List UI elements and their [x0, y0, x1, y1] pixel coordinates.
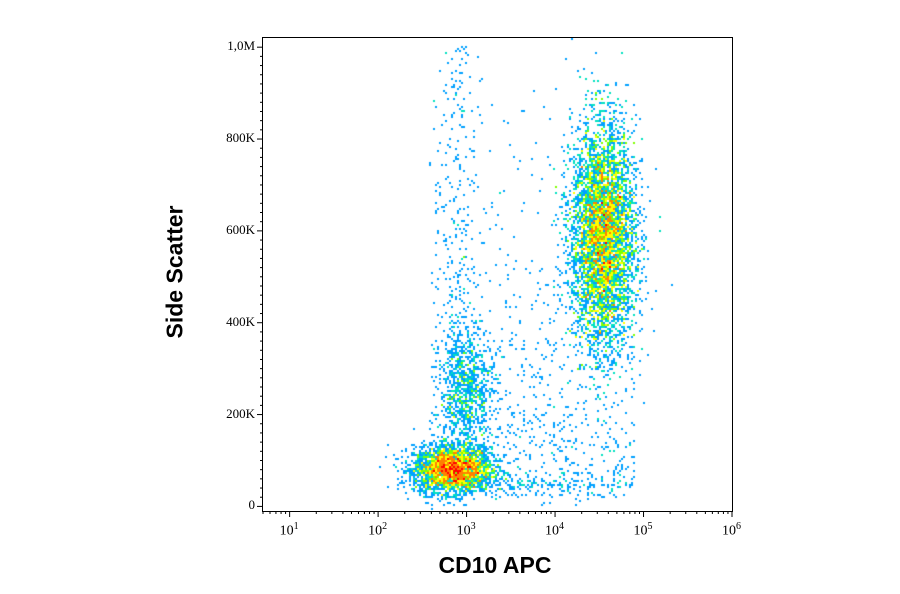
x-tick-label: 105: [634, 521, 653, 540]
density-dot-cloud: [263, 38, 732, 511]
x-tick-exponent: 5: [647, 521, 653, 532]
x-tick-label: 103: [457, 521, 476, 540]
x-tick-exponent: 4: [559, 521, 565, 532]
x-tick-base: 10: [633, 523, 648, 539]
x-tick-label: 101: [280, 521, 299, 540]
y-tick-label: 0: [248, 497, 256, 513]
x-tick-label: 102: [368, 521, 387, 540]
y-tick-label: 200K: [226, 405, 255, 421]
y-tick-label: 1,0M: [227, 38, 255, 54]
y-axis-title: Side Scatter: [161, 205, 188, 339]
x-tick-base: 10: [545, 523, 560, 539]
x-tick-exponent: 1: [293, 521, 299, 532]
y-tick-label: 600K: [226, 221, 255, 237]
x-tick-label: 104: [545, 521, 564, 540]
y-tick-label: 400K: [226, 313, 255, 329]
x-tick-base: 10: [368, 523, 383, 539]
y-tick-label: 800K: [226, 130, 255, 146]
x-tick-exponent: 3: [470, 521, 476, 532]
x-axis-title: CD10 APC: [438, 552, 552, 578]
x-tick-label: 106: [722, 521, 741, 540]
x-tick-base: 10: [722, 523, 736, 539]
x-tick-base: 10: [279, 523, 294, 539]
x-tick-exponent: 6: [736, 521, 741, 532]
x-tick-exponent: 2: [382, 521, 388, 532]
x-tick-base: 10: [456, 523, 471, 539]
